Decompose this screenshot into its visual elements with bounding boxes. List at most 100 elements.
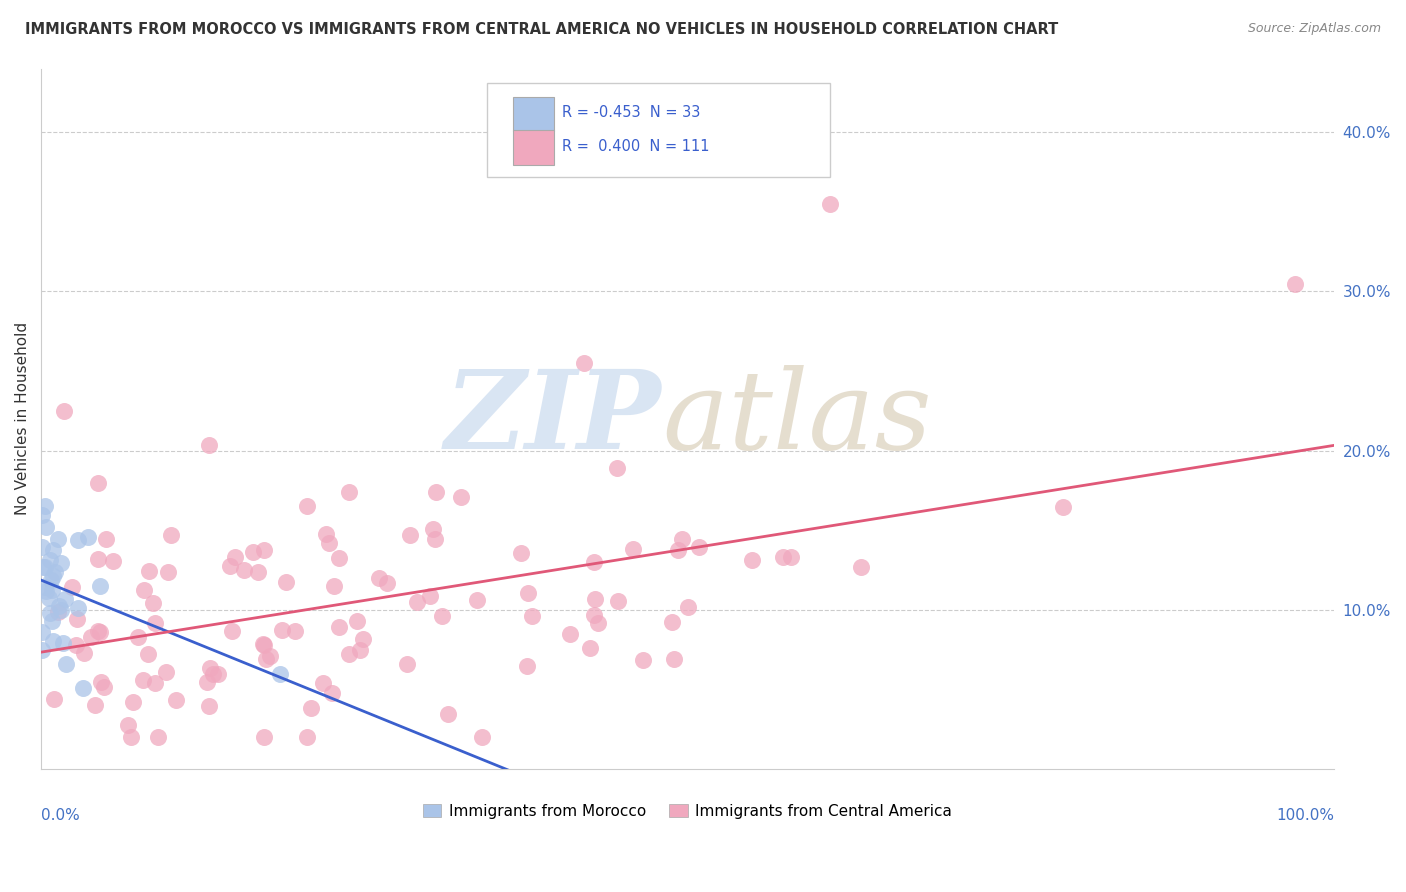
Point (274, 575, 297, 590)
Point (346, 615, 368, 629)
Point (31, 624, 53, 639)
Text: ZIP: ZIP (446, 365, 662, 473)
Point (39, 606, 62, 620)
Point (197, 438, 219, 452)
Point (419, 589, 441, 603)
Point (157, 566, 180, 580)
Point (35, 519, 58, 533)
Text: Source: ZipAtlas.com: Source: ZipAtlas.com (1247, 22, 1381, 36)
Point (471, 731, 494, 745)
Point (127, 630, 149, 644)
Point (779, 550, 801, 565)
Point (86, 476, 108, 491)
Point (60, 580, 83, 594)
Point (134, 583, 156, 598)
Point (101, 554, 124, 568)
Point (34, 499, 56, 513)
Point (166, 692, 188, 706)
Point (138, 647, 160, 661)
Point (242, 544, 264, 558)
Point (437, 707, 460, 722)
Point (633, 653, 655, 667)
Point (142, 596, 165, 610)
Point (31, 643, 53, 657)
Point (516, 658, 538, 673)
Point (65, 639, 87, 653)
Point (586, 616, 609, 631)
Point (377, 576, 399, 591)
Point (94, 533, 117, 547)
Point (520, 609, 543, 624)
Point (41, 615, 63, 629)
Point (224, 549, 246, 564)
Point (328, 620, 350, 634)
Point (67, 533, 90, 548)
Point (818, 197, 841, 211)
Point (406, 595, 429, 609)
Point (46, 605, 69, 619)
Text: IMMIGRANTS FROM MOROCCO VS IMMIGRANTS FROM CENTRAL AMERICA NO VEHICLES IN HOUSEH: IMMIGRANTS FROM MOROCCO VS IMMIGRANTS FR… (25, 22, 1059, 37)
Point (132, 673, 155, 687)
Point (349, 643, 371, 657)
Point (299, 700, 322, 714)
Point (32, 559, 55, 574)
Point (395, 657, 418, 671)
Point (772, 549, 794, 564)
Point (38, 591, 60, 605)
Point (80, 630, 103, 644)
Legend: Immigrants from Morocco, Immigrants from Central America: Immigrants from Morocco, Immigrants from… (418, 797, 959, 825)
Point (138, 564, 160, 578)
Point (198, 698, 221, 713)
Point (48, 599, 70, 614)
Point (315, 527, 337, 541)
Point (31, 540, 53, 554)
Y-axis label: No Vehicles in Household: No Vehicles in Household (15, 322, 30, 516)
Point (120, 731, 142, 745)
Text: 0.0%: 0.0% (41, 808, 80, 822)
Point (583, 592, 606, 607)
Point (849, 559, 872, 574)
Point (66, 612, 89, 626)
Point (155, 665, 177, 679)
Point (399, 528, 422, 542)
Point (582, 555, 605, 569)
Point (517, 586, 540, 600)
Point (509, 546, 531, 560)
Point (67, 600, 90, 615)
Point (219, 558, 242, 573)
Point (39, 552, 62, 566)
Point (422, 522, 444, 536)
Point (49, 556, 72, 570)
Point (328, 551, 350, 566)
Point (450, 490, 472, 504)
Point (661, 615, 683, 629)
Point (55, 657, 77, 671)
Text: R =  0.400  N = 111: R = 0.400 N = 111 (562, 139, 710, 153)
Point (1052, 500, 1074, 515)
Point (254, 652, 277, 666)
Point (44, 566, 66, 580)
Point (198, 661, 221, 675)
Point (284, 624, 307, 638)
Point (253, 638, 276, 652)
Point (87, 552, 110, 566)
Point (676, 599, 699, 614)
Point (87, 624, 110, 639)
Point (42, 691, 65, 706)
Point (143, 676, 166, 690)
Point (269, 666, 291, 681)
Point (337, 485, 360, 500)
Text: atlas: atlas (662, 365, 931, 473)
Point (221, 624, 243, 638)
Point (122, 695, 145, 709)
Point (42, 633, 65, 648)
Point (668, 543, 690, 558)
Point (34, 580, 56, 594)
Point (664, 652, 686, 666)
Point (72, 681, 94, 695)
Point (671, 533, 693, 547)
Point (425, 485, 447, 500)
Point (321, 686, 343, 700)
Point (579, 640, 602, 655)
Point (311, 675, 333, 690)
